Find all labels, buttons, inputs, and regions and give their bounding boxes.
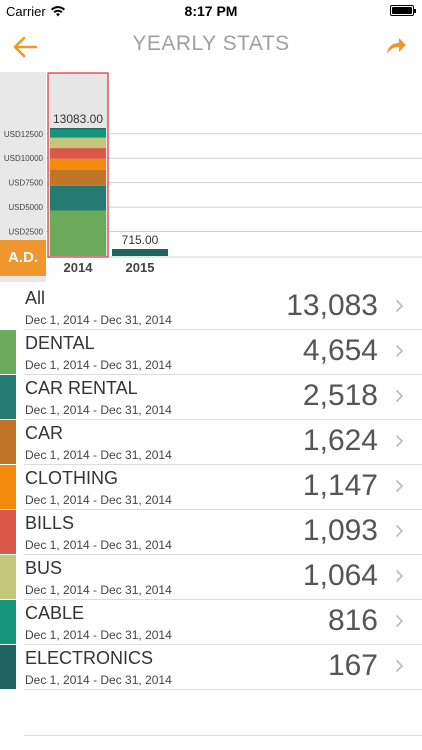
category-name: ELECTRONICS (25, 648, 154, 668)
chevron-right-icon (395, 524, 404, 543)
share-arrow-icon (387, 38, 406, 54)
row-divider (24, 464, 422, 465)
chart-svg: USD2500 USD5000 USD7500 USD10000 USD12500 130… (0, 72, 422, 282)
bar-segment (50, 169, 106, 186)
x-tick-label: 2015 (126, 260, 155, 275)
date-range: Dec 1, 2014 - Dec 31, 2014 (25, 313, 172, 327)
status-bar: Carrier 8:17 PM (0, 0, 422, 22)
y-tick-label: USD10000 (4, 154, 44, 163)
bar-segment (50, 148, 106, 159)
row-divider (24, 509, 422, 510)
carrier-label: Carrier (6, 4, 46, 19)
category-color-swatch (0, 600, 16, 644)
category-name: CLOTHING (25, 468, 119, 488)
date-range: Dec 1, 2014 - Dec 31, 2014 (25, 538, 172, 552)
yearly-chart[interactable]: USD2500 USD5000 USD7500 USD10000 USD12500 130… (0, 72, 422, 282)
chevron-right-icon (395, 434, 404, 453)
battery-icon (390, 5, 416, 16)
list-item[interactable]: CAR RENTAL Dec 1, 2014 - Dec 31, 2014 2,51… (0, 375, 422, 420)
category-amount: 4,654 (302, 334, 378, 367)
page-title: YEARLY STATS (132, 32, 290, 55)
y-tick-label: USD5000 (8, 203, 43, 212)
category-color-swatch (0, 510, 16, 554)
chevron-right-icon (395, 299, 404, 318)
date-range: Dec 1, 2014 - Dec 31, 2014 (25, 358, 172, 372)
category-amount: 167 (327, 649, 378, 682)
category-color-swatch (0, 645, 16, 689)
list-item[interactable]: CLOTHING Dec 1, 2014 - Dec 31, 2014 1,147 (0, 465, 422, 510)
category-amount: 13,083 (286, 289, 378, 322)
status-time: 8:17 PM (184, 3, 238, 19)
date-range: Dec 1, 2014 - Dec 31, 2014 (25, 583, 172, 597)
bar-segment (50, 128, 106, 130)
nav-bar: YEARLY STATS (0, 22, 422, 72)
bar-segment (50, 185, 106, 211)
chevron-right-icon (395, 344, 404, 363)
list-item[interactable]: CABLE Dec 1, 2014 - Dec 31, 2014 816 (0, 600, 422, 645)
category-color-swatch (0, 420, 16, 464)
row-divider (24, 644, 422, 645)
date-range: Dec 1, 2014 - Dec 31, 2014 (25, 448, 172, 462)
row-divider (24, 599, 422, 600)
category-list: All Dec 1, 2014 - Dec 31, 2014 13,083 DENTA… (0, 285, 422, 690)
category-amount: 816 (327, 604, 378, 637)
bar-segment (50, 210, 106, 256)
chevron-right-icon (395, 659, 404, 678)
category-amount: 1,624 (302, 424, 378, 457)
category-name: All (25, 288, 46, 308)
bar-total-label: 13083.00 (53, 112, 103, 126)
category-color-swatch (0, 465, 16, 509)
date-range: Dec 1, 2014 - Dec 31, 2014 (25, 493, 172, 507)
chevron-right-icon (395, 479, 404, 498)
category-amount: 1,064 (302, 559, 378, 592)
bar-total-label: 715.00 (122, 233, 159, 247)
category-color-swatch (0, 555, 16, 599)
date-range: Dec 1, 2014 - Dec 31, 2014 (25, 628, 172, 642)
bar-segment (50, 129, 106, 138)
list-item[interactable]: BILLS Dec 1, 2014 - Dec 31, 2014 1,093 (0, 510, 422, 555)
bar-segment (50, 158, 106, 170)
category-color-swatch (0, 375, 16, 419)
bar-segment (112, 249, 168, 256)
row-divider (24, 419, 422, 420)
list-item[interactable]: DENTAL Dec 1, 2014 - Dec 31, 2014 4,654 (0, 330, 422, 375)
wifi-icon (50, 6, 65, 17)
row-divider (24, 689, 422, 690)
category-name: BILLS (25, 513, 75, 533)
category-name: CAR RENTAL (25, 378, 138, 398)
category-name: BUS (25, 558, 63, 578)
list-item[interactable]: ELECTRONICS Dec 1, 2014 - Dec 31, 2014 167 (0, 645, 422, 690)
x-tick-label: 2014 (64, 260, 94, 275)
bar-segment (50, 137, 106, 149)
list-item[interactable]: CAR Dec 1, 2014 - Dec 31, 2014 1,624 (0, 420, 422, 465)
date-range: Dec 1, 2014 - Dec 31, 2014 (25, 403, 172, 417)
category-amount: 1,147 (302, 469, 378, 502)
category-amount: 2,518 (302, 379, 378, 412)
list-item[interactable]: All Dec 1, 2014 - Dec 31, 2014 13,083 (0, 285, 422, 330)
list-bottom-divider (24, 735, 422, 736)
category-name: CABLE (25, 603, 85, 623)
chevron-right-icon (395, 569, 404, 588)
ad-badge[interactable]: A.D. (0, 240, 46, 276)
arrow-left-icon (13, 36, 38, 58)
chevron-right-icon (395, 389, 404, 408)
chevron-right-icon (395, 614, 404, 633)
row-divider (24, 374, 422, 375)
status-left: Carrier (6, 4, 65, 19)
row-divider (24, 554, 422, 555)
y-tick-label: USD7500 (8, 179, 43, 188)
category-name: CAR (25, 423, 64, 443)
y-tick-label: USD12500 (4, 130, 44, 139)
row-divider (24, 329, 422, 330)
category-name: DENTAL (25, 333, 95, 353)
y-tick-label: USD2500 (8, 228, 43, 237)
category-color-swatch (0, 330, 16, 374)
date-range: Dec 1, 2014 - Dec 31, 2014 (25, 673, 172, 687)
share-button[interactable] (384, 34, 410, 60)
list-item[interactable]: BUS Dec 1, 2014 - Dec 31, 2014 1,064 (0, 555, 422, 600)
back-button[interactable] (10, 32, 42, 62)
category-color-swatch (0, 285, 16, 329)
category-amount: 1,093 (302, 514, 378, 547)
